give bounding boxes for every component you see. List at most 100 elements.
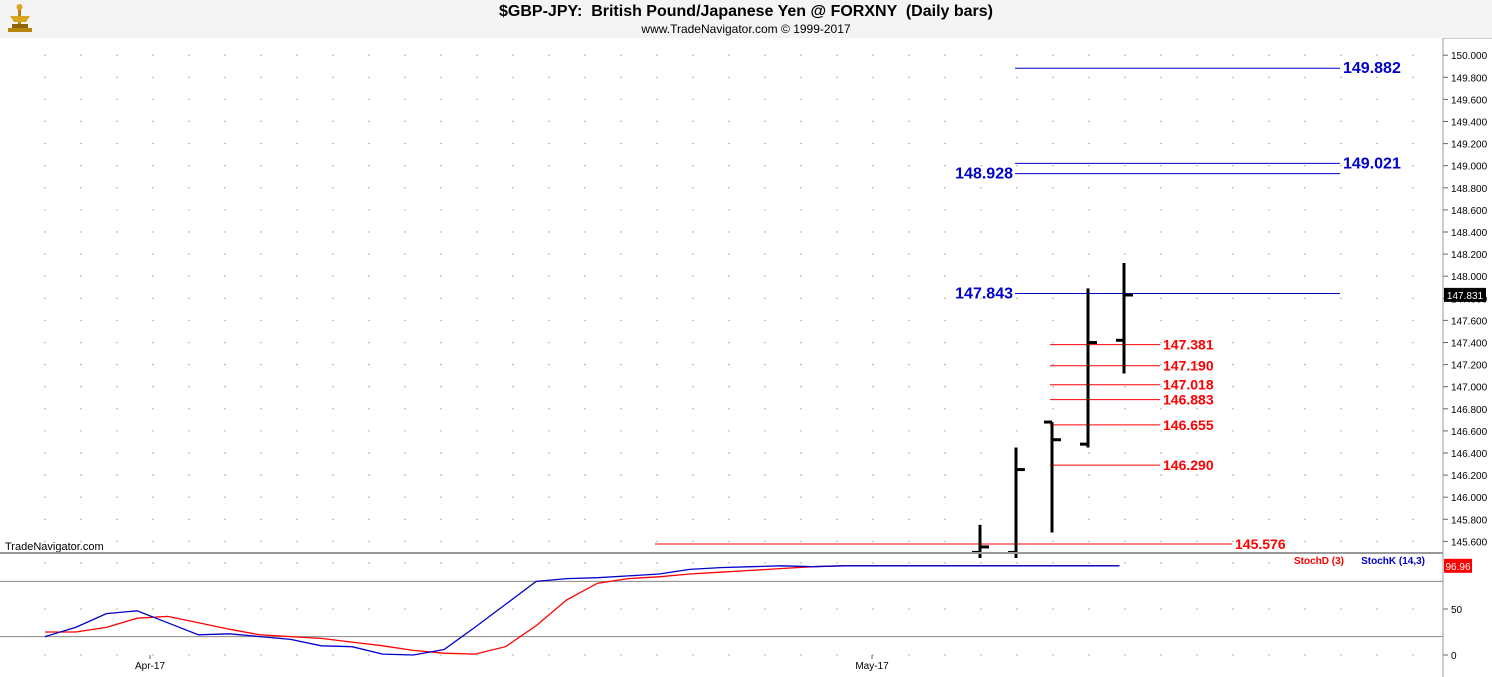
price-grid-dot [1052, 297, 1054, 299]
price-grid-dot [116, 430, 118, 432]
price-grid-dot [692, 363, 694, 366]
price-grid-dot [980, 297, 982, 299]
price-grid-dot [476, 187, 478, 189]
price-grid-dot [1340, 540, 1342, 543]
price-grid-dot [908, 275, 910, 277]
price-grid-dot [692, 120, 694, 123]
price-grid-dot [512, 120, 514, 123]
price-grid-dot [980, 209, 982, 211]
price-grid-dot [1052, 76, 1054, 78]
stoch-grid-dot [1088, 608, 1090, 610]
price-grid-dot [224, 76, 226, 78]
price-grid-dot [1340, 120, 1342, 123]
price-grid-dot [1196, 120, 1198, 123]
price-grid-dot [1052, 408, 1054, 410]
price-grid-dot [548, 386, 550, 388]
price-grid-dot [836, 142, 838, 145]
price-grid-dot [440, 540, 442, 543]
price-grid-dot [1160, 518, 1162, 520]
price-grid-dot [1196, 496, 1198, 498]
price-grid-dot [260, 142, 262, 145]
price-grid-dot [620, 209, 622, 211]
price-grid-dot [116, 120, 118, 123]
stoch-grid-dot [1052, 654, 1054, 656]
price-grid-dot [1304, 474, 1306, 476]
price-grid-dot [944, 518, 946, 520]
price-grid-dot [692, 231, 694, 233]
price-grid-dot [260, 253, 262, 255]
price-grid-dot [1196, 76, 1198, 78]
y-tick-label: 149.600 [1451, 95, 1488, 106]
price-grid-dot [656, 496, 658, 498]
price-grid-dot [584, 496, 586, 498]
level-label: 147.381 [1163, 337, 1214, 353]
price-grid-dot [512, 518, 514, 520]
price-grid-dot [1268, 275, 1270, 277]
price-grid-dot [1376, 76, 1378, 78]
price-grid-dot [512, 363, 514, 366]
price-grid-dot [368, 187, 370, 189]
stoch-grid-dot [1304, 654, 1306, 656]
price-grid-dot [440, 165, 442, 167]
price-grid-dot [1052, 275, 1054, 277]
price-grid-dot [296, 253, 298, 255]
price-grid-dot [728, 408, 730, 410]
price-grid-dot [944, 341, 946, 344]
price-grid-dot [944, 165, 946, 167]
price-grid-dot [80, 363, 82, 366]
price-grid-dot [584, 209, 586, 211]
price-grid-dot [476, 76, 478, 78]
stoch-grid-dot [368, 608, 370, 610]
price-grid-dot [1016, 386, 1018, 388]
price-levels: 149.882 149.021 148.928 147.843 147.381 147.1… [655, 60, 1401, 552]
price-grid-dot [548, 363, 550, 366]
price-grid-dot [836, 540, 838, 543]
price-grid-dot [836, 518, 838, 520]
price-grid-dot [1232, 54, 1234, 56]
price-grid-dot [1340, 496, 1342, 498]
price-grid-dot [152, 187, 154, 189]
stoch-grid-dot [980, 562, 982, 564]
stoch-grid-dot [836, 654, 838, 656]
price-grid-dot [80, 452, 82, 454]
price-grid-dot [152, 452, 154, 454]
price-grid-dot [260, 518, 262, 520]
price-grid-dot [368, 231, 370, 233]
price-grid-dot [368, 518, 370, 520]
price-grid-dot [1304, 76, 1306, 78]
price-grid-dot [188, 386, 190, 388]
price-grid-dot [1376, 297, 1378, 299]
price-grid-dot [116, 474, 118, 476]
price-grid-dot [296, 98, 298, 101]
price-grid-dot [692, 209, 694, 211]
price-grid-dot [1124, 386, 1126, 388]
price-grid-dot [1412, 297, 1414, 299]
price-grid-dot [944, 209, 946, 211]
stoch-grid-dot [728, 654, 730, 656]
price-grid-dot [800, 430, 802, 432]
price-grid-dot [404, 76, 406, 78]
price-grid-dot [1340, 54, 1342, 56]
price-grid-dot [260, 297, 262, 299]
price-grid-dot [728, 297, 730, 299]
price-grid-dot [440, 98, 442, 101]
price-grid-dot [404, 319, 406, 322]
price-grid-dot [1232, 474, 1234, 476]
price-grid-dot [1088, 452, 1090, 454]
price-grid-dot [1232, 363, 1234, 366]
stoch-grid-dot [224, 608, 226, 610]
price-grid-dot [44, 142, 46, 145]
price-grid-dot [656, 297, 658, 299]
price-grid-dot [296, 496, 298, 498]
price-grid-dot [224, 187, 226, 189]
price-grid-dot [476, 98, 478, 101]
price-grid-dot [944, 297, 946, 299]
price-grid-dot [1052, 363, 1054, 366]
price-grid-dot [800, 120, 802, 123]
level-label: 146.655 [1163, 417, 1214, 433]
price-grid-dot [1268, 54, 1270, 56]
stochd-legend: StochD (3) [1294, 556, 1344, 567]
price-grid-dot [800, 363, 802, 366]
price-grid-dot [476, 297, 478, 299]
price-grid-dot [656, 408, 658, 410]
